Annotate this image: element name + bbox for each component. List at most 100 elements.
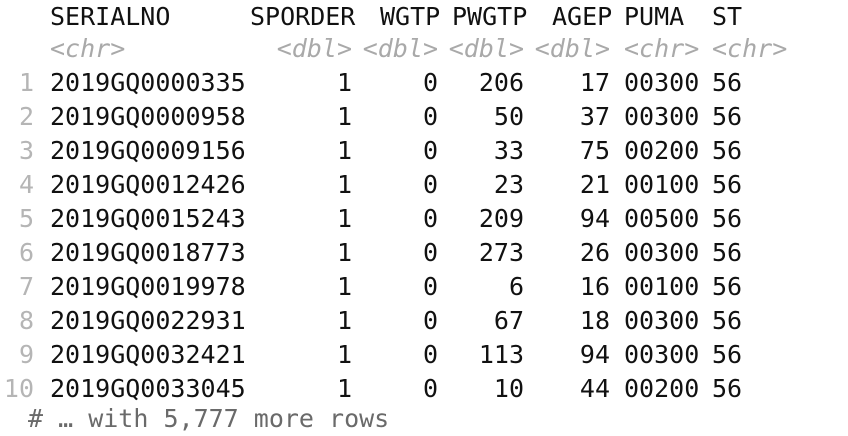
cell-puma: 00200 [624,136,700,165]
cell-puma: 00100 [624,170,700,199]
column-header-sporder: SPORDER [250,2,356,31]
cell-puma: 00300 [624,68,700,97]
cell-puma: 00300 [624,238,700,267]
row-number: 7 [18,272,34,301]
cell-st: 56 [712,170,743,199]
cell-serialno: 2019GQ0019978 [50,272,246,301]
cell-pwgtp: 67 [493,306,524,335]
table-row: 7 2019GQ0019978 1 0 6 16 00100 56 [0,270,848,304]
cell-puma: 00300 [624,102,700,131]
cell-pwgtp: 113 [478,340,524,369]
table-row: 10 2019GQ0033045 1 0 10 44 00200 56 [0,372,848,406]
cell-pwgtp: 209 [478,204,524,233]
cell-sporder: 1 [336,136,352,165]
table-row: 8 2019GQ0022931 1 0 67 18 00300 56 [0,304,848,338]
row-number: 10 [3,374,34,403]
cell-st: 56 [712,272,743,301]
row-number: 1 [18,68,34,97]
cell-agep: 75 [579,136,610,165]
table-row: 3 2019GQ0009156 1 0 33 75 00200 56 [0,134,848,168]
cell-agep: 17 [579,68,610,97]
row-number: 3 [18,136,34,165]
cell-sporder: 1 [336,272,352,301]
cell-puma: 00200 [624,374,700,403]
table-row: 9 2019GQ0032421 1 0 113 94 00300 56 [0,338,848,372]
table-row: 6 2019GQ0018773 1 0 273 26 00300 56 [0,236,848,270]
cell-serialno: 2019GQ0000335 [50,68,246,97]
cell-st: 56 [712,306,743,335]
cell-wgtp: 0 [422,68,438,97]
cell-agep: 18 [579,306,610,335]
cell-puma: 00100 [624,272,700,301]
column-type-sporder: <dbl> [276,34,352,63]
cell-wgtp: 0 [422,102,438,131]
cell-st: 56 [712,136,743,165]
column-type-puma: <chr> [624,34,700,63]
cell-serialno: 2019GQ0032421 [50,340,246,369]
cell-sporder: 1 [336,204,352,233]
cell-pwgtp: 206 [478,68,524,97]
cell-agep: 16 [579,272,610,301]
cell-agep: 21 [579,170,610,199]
cell-wgtp: 0 [422,136,438,165]
cell-st: 56 [712,68,743,97]
cell-sporder: 1 [336,340,352,369]
cell-sporder: 1 [336,238,352,267]
cell-wgtp: 0 [422,204,438,233]
cell-wgtp: 0 [422,340,438,369]
cell-puma: 00300 [624,340,700,369]
cell-puma: 00300 [624,306,700,335]
row-number: 4 [18,170,34,199]
cell-puma: 00500 [624,204,700,233]
cell-serialno: 2019GQ0015243 [50,204,246,233]
cell-agep: 26 [579,238,610,267]
cell-wgtp: 0 [422,170,438,199]
table-row: 1 2019GQ0000335 1 0 206 17 00300 56 [0,66,848,100]
cell-sporder: 1 [336,306,352,335]
cell-st: 56 [712,204,743,233]
cell-pwgtp: 273 [478,238,524,267]
column-header-pwgtp: PWGTP [452,2,528,31]
column-header-serialno: SERIALNO [50,2,171,31]
column-type-pwgtp: <dbl> [448,34,524,63]
cell-st: 56 [712,102,743,131]
cell-sporder: 1 [336,374,352,403]
cell-pwgtp: 50 [493,102,524,131]
column-header-wgtp: WGTP [380,2,441,31]
cell-sporder: 1 [336,102,352,131]
cell-serialno: 2019GQ0000958 [50,102,246,131]
cell-serialno: 2019GQ0022931 [50,306,246,335]
cell-agep: 94 [579,204,610,233]
cell-agep: 37 [579,102,610,131]
cell-sporder: 1 [336,170,352,199]
row-number: 9 [18,340,34,369]
cell-sporder: 1 [336,68,352,97]
cell-st: 56 [712,238,743,267]
table-row: 4 2019GQ0012426 1 0 23 21 00100 56 [0,168,848,202]
cell-wgtp: 0 [422,238,438,267]
cell-agep: 44 [579,374,610,403]
cell-serialno: 2019GQ0012426 [50,170,246,199]
cell-pwgtp: 10 [493,374,524,403]
cell-wgtp: 0 [422,374,438,403]
cell-agep: 94 [579,340,610,369]
row-number: 8 [18,306,34,335]
row-number: 6 [18,238,34,267]
cell-serialno: 2019GQ0009156 [50,136,246,165]
column-header-agep: AGEP [552,2,613,31]
column-type-serialno: <chr> [50,34,126,63]
row-number: 2 [18,102,34,131]
truncated-rows-note: # … with 5,777 more rows [28,404,390,433]
cell-wgtp: 0 [422,272,438,301]
cell-serialno: 2019GQ0018773 [50,238,246,267]
cell-pwgtp: 23 [493,170,524,199]
cell-pwgtp: 6 [508,272,524,301]
column-type-st: <chr> [712,34,788,63]
cell-st: 56 [712,340,743,369]
column-type-wgtp: <dbl> [362,34,438,63]
cell-serialno: 2019GQ0033045 [50,374,246,403]
cell-st: 56 [712,374,743,403]
column-type-row: <chr> <dbl> <dbl> <dbl> <dbl> <chr> <chr> [0,32,848,66]
table-header: SERIALNO SPORDER WGTP PWGTP AGEP PUMA ST [0,0,848,34]
